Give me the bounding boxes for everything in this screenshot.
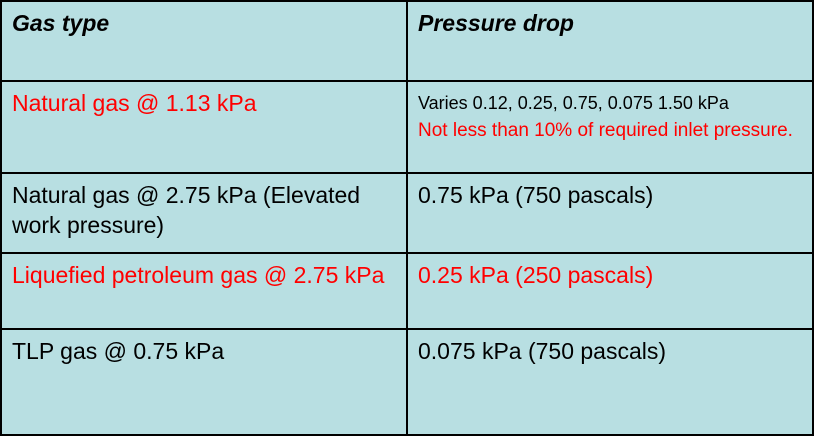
pressure-drop-cell: 0.25 kPa (250 pascals): [418, 262, 654, 288]
gas-type-cell: Liquefied petroleum gas @ 2.75 kPa: [2, 254, 408, 328]
header-gas-type: Gas type: [2, 2, 408, 80]
pressure-drop-values: Varies 0.12, 0.25, 0.75, 0.075 1.50 kPa: [418, 93, 729, 113]
pressure-drop-note: Not less than 10% of required inlet pres…: [418, 120, 793, 141]
pressure-drop-cell: 0.75 kPa (750 pascals): [418, 182, 654, 208]
table-row: TLP gas @ 0.75 kPa 0.075 kPa (750 pascal…: [2, 330, 812, 436]
table-row: Natural gas @ 1.13 kPa Varies 0.12, 0.25…: [2, 82, 812, 174]
pressure-drop-cell: Varies 0.12, 0.25, 0.75, 0.075 1.50 kPa …: [408, 82, 812, 172]
pressure-drop-cell: 0.075 kPa (750 pascals): [418, 338, 667, 364]
gas-type-cell: Natural gas @ 2.75 kPa (Elevated work pr…: [2, 174, 408, 252]
table-row: Natural gas @ 2.75 kPa (Elevated work pr…: [2, 174, 812, 254]
gas-type-cell: TLP gas @ 0.75 kPa: [2, 330, 408, 436]
table-row: Liquefied petroleum gas @ 2.75 kPa 0.25 …: [2, 254, 812, 330]
table-header-row: Gas type Pressure drop: [2, 2, 812, 82]
gas-type-cell: Natural gas @ 1.13 kPa: [2, 82, 408, 172]
header-pressure-drop: Pressure drop: [418, 10, 574, 36]
